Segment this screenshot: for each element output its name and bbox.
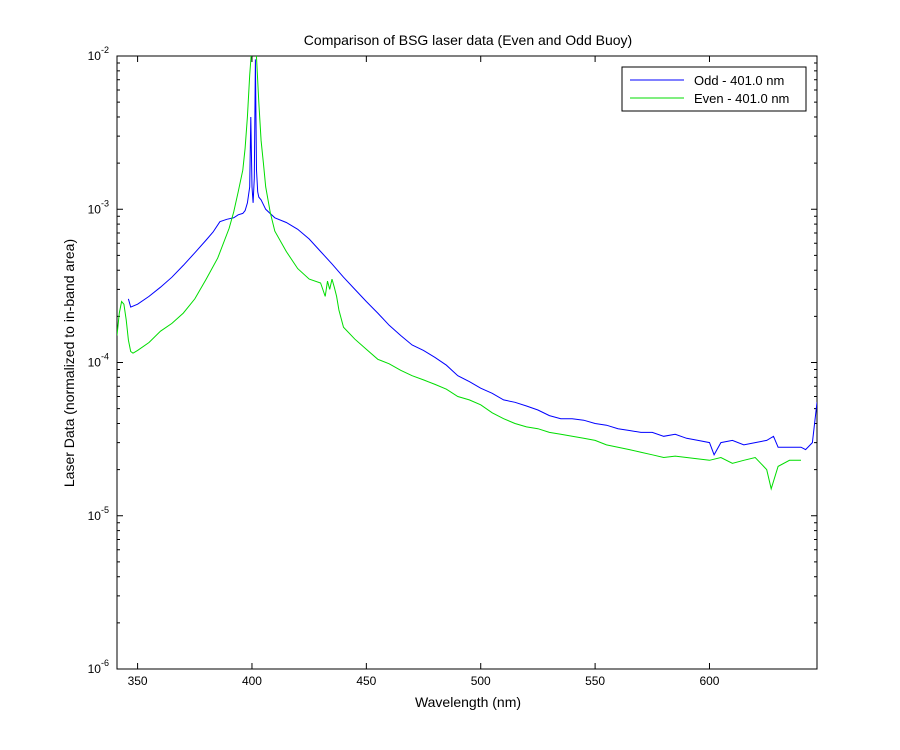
legend: Odd - 401.0 nm Even - 401.0 nm [621,66,807,112]
y-tick-label: 10-2 [88,45,109,63]
legend-label: Even - 401.0 nm [694,91,789,106]
series-line-even [117,56,801,491]
legend-label: Odd - 401.0 nm [694,73,784,88]
x-tick-label: 350 [128,674,148,688]
x-tick-label: 400 [242,674,262,688]
legend-box [621,66,807,112]
x-tick-label: 550 [585,674,605,688]
y-tick-label: 10-4 [88,352,109,370]
series-line-odd [127,59,817,456]
y-axis-label: Laser Data (normalized to in-band area) [61,239,77,487]
x-axis-label: Wavelength (nm) [415,694,521,710]
plot-area: 350 400 450 500 550 600 10-6 10-5 10-4 10-3 10-2 Od… [88,45,818,688]
x-tick-label: 600 [699,674,719,688]
y-tick-label: 10-3 [88,198,109,216]
x-tick-label: 450 [356,674,376,688]
chart-title: Comparison of BSG laser data (Even and O… [304,32,632,48]
y-tick-label: 10-5 [88,505,109,523]
series-group [117,56,817,491]
x-tick-label: 500 [471,674,491,688]
axes-box [116,55,818,670]
y-tick-label: 10-6 [88,658,109,676]
